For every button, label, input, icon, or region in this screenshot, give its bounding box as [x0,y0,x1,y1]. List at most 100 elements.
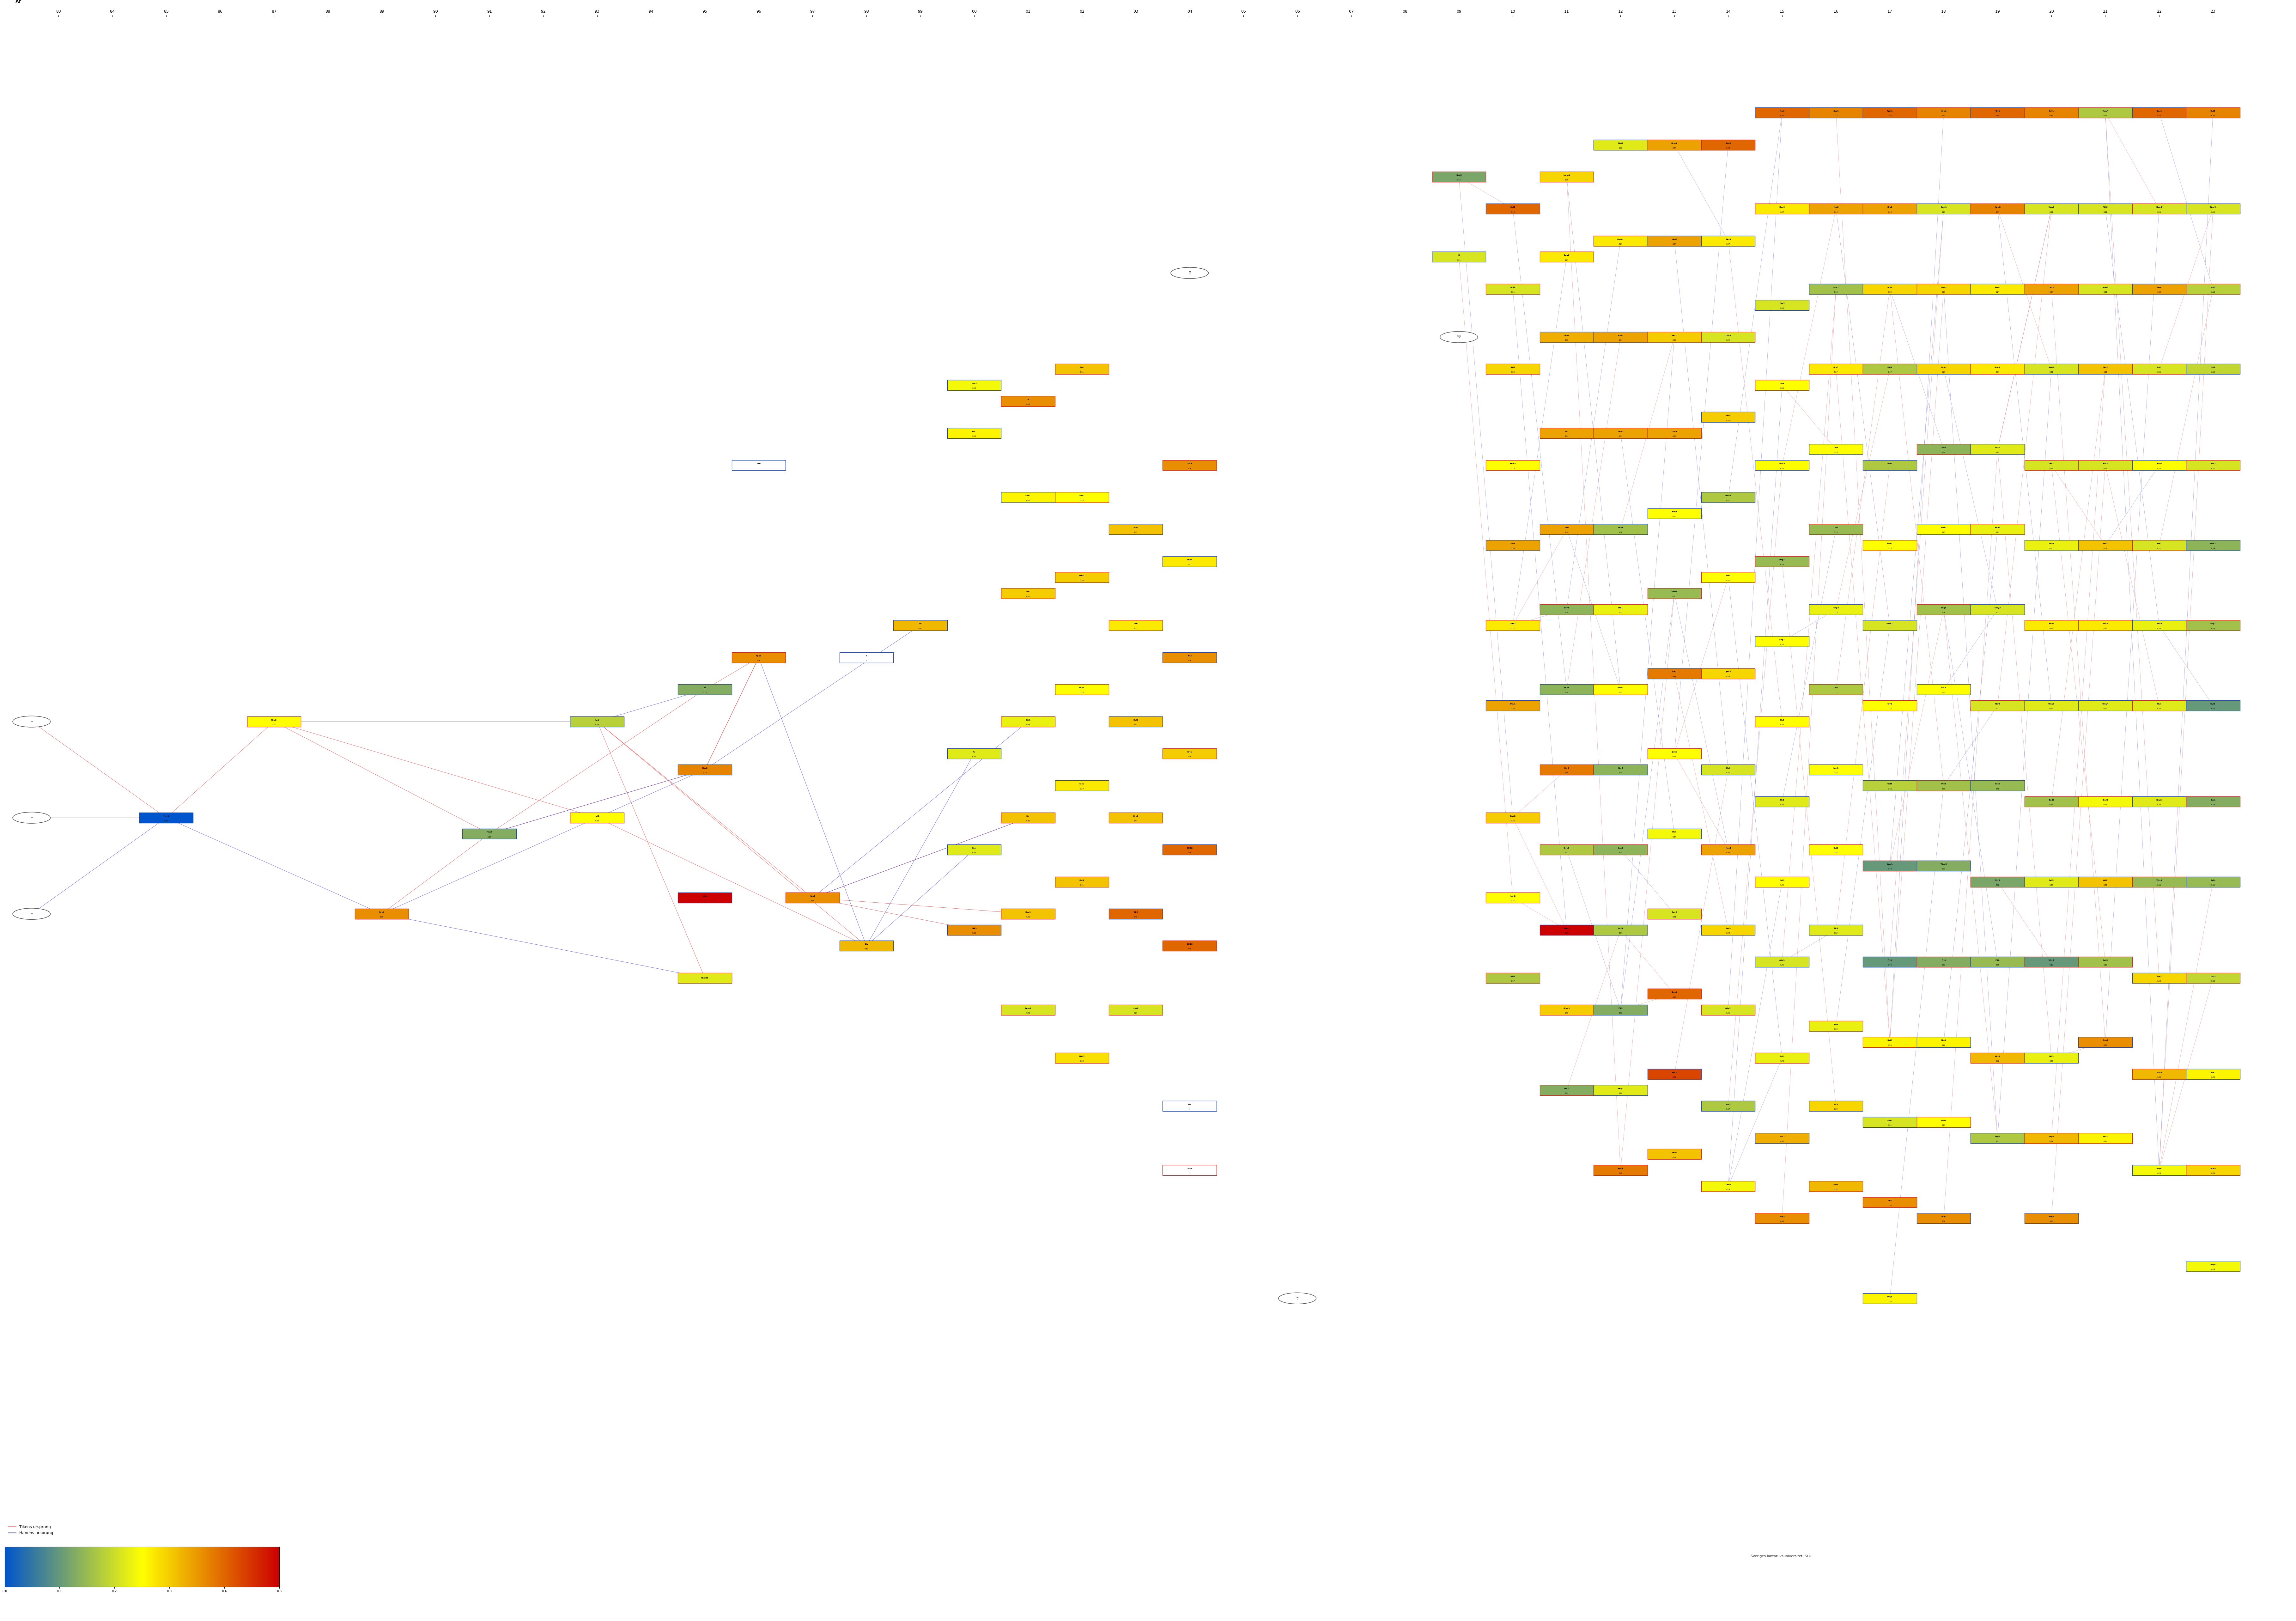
FancyBboxPatch shape [1541,924,1593,935]
FancyBboxPatch shape [1054,363,1109,374]
FancyBboxPatch shape [2186,284,2241,293]
FancyBboxPatch shape [1162,556,1217,567]
FancyBboxPatch shape [1809,684,1862,695]
FancyBboxPatch shape [1970,1133,2025,1143]
FancyBboxPatch shape [1862,1196,1917,1208]
FancyBboxPatch shape [1754,300,1809,310]
FancyBboxPatch shape [2078,1133,2133,1143]
FancyBboxPatch shape [1541,172,1593,182]
FancyBboxPatch shape [2025,700,2078,710]
FancyBboxPatch shape [1754,877,1809,887]
FancyBboxPatch shape [2025,621,2078,631]
FancyBboxPatch shape [732,652,785,663]
FancyBboxPatch shape [1701,1005,1754,1015]
FancyBboxPatch shape [1486,621,1541,631]
FancyBboxPatch shape [1054,780,1109,791]
FancyBboxPatch shape [1649,909,1701,919]
FancyBboxPatch shape [1754,716,1809,726]
FancyBboxPatch shape [2078,796,2133,807]
FancyBboxPatch shape [1001,1005,1054,1015]
FancyBboxPatch shape [732,460,785,470]
FancyBboxPatch shape [1162,749,1217,759]
FancyBboxPatch shape [1593,1084,1649,1096]
FancyBboxPatch shape [1917,107,1970,118]
FancyBboxPatch shape [1862,1294,1917,1303]
FancyBboxPatch shape [1701,924,1754,935]
FancyBboxPatch shape [2186,204,2241,214]
FancyBboxPatch shape [1541,251,1593,263]
FancyBboxPatch shape [569,716,625,726]
FancyBboxPatch shape [1109,621,1162,631]
FancyBboxPatch shape [1649,989,1701,999]
FancyBboxPatch shape [2186,621,2241,631]
FancyBboxPatch shape [677,684,732,695]
FancyBboxPatch shape [1970,284,2025,293]
FancyBboxPatch shape [1809,1021,1862,1031]
FancyBboxPatch shape [1701,235,1754,246]
FancyBboxPatch shape [1593,235,1649,246]
FancyBboxPatch shape [1970,877,2025,887]
FancyBboxPatch shape [1001,716,1054,726]
FancyBboxPatch shape [2133,877,2186,887]
FancyBboxPatch shape [677,765,732,775]
FancyBboxPatch shape [2078,460,2133,470]
FancyBboxPatch shape [2133,973,2186,982]
FancyBboxPatch shape [1593,524,1649,535]
FancyBboxPatch shape [1701,1101,1754,1112]
FancyBboxPatch shape [1809,444,1862,454]
FancyBboxPatch shape [1001,909,1054,919]
FancyBboxPatch shape [1593,1165,1649,1175]
FancyBboxPatch shape [1541,1005,1593,1015]
FancyBboxPatch shape [1970,700,2025,710]
FancyBboxPatch shape [1486,460,1541,470]
FancyBboxPatch shape [1809,845,1862,854]
FancyBboxPatch shape [1486,540,1541,551]
FancyBboxPatch shape [1054,493,1109,503]
FancyBboxPatch shape [1862,1037,1917,1047]
Text: År: År [16,0,21,3]
FancyBboxPatch shape [1541,332,1593,342]
FancyBboxPatch shape [1486,700,1541,710]
FancyBboxPatch shape [2025,1213,2078,1224]
FancyBboxPatch shape [1593,605,1649,614]
FancyBboxPatch shape [948,379,1001,391]
FancyBboxPatch shape [1970,1052,2025,1063]
FancyBboxPatch shape [2133,621,2186,631]
FancyBboxPatch shape [2025,540,2078,551]
FancyBboxPatch shape [2186,973,2241,982]
FancyBboxPatch shape [1433,251,1486,263]
FancyBboxPatch shape [2078,204,2133,214]
FancyBboxPatch shape [1754,204,1809,214]
FancyBboxPatch shape [2078,284,2133,293]
FancyBboxPatch shape [1054,684,1109,695]
FancyBboxPatch shape [1541,845,1593,854]
FancyBboxPatch shape [1054,572,1109,582]
FancyBboxPatch shape [1162,652,1217,663]
FancyBboxPatch shape [1917,363,1970,374]
FancyBboxPatch shape [1054,1052,1109,1063]
FancyBboxPatch shape [1649,668,1701,679]
Circle shape [14,812,51,823]
FancyBboxPatch shape [1541,1084,1593,1096]
FancyBboxPatch shape [1541,684,1593,695]
FancyBboxPatch shape [1862,861,1917,870]
FancyBboxPatch shape [461,828,517,840]
FancyBboxPatch shape [1162,940,1217,952]
FancyBboxPatch shape [1649,139,1701,151]
FancyBboxPatch shape [1809,1182,1862,1191]
FancyBboxPatch shape [1593,1005,1649,1015]
FancyBboxPatch shape [2025,460,2078,470]
FancyBboxPatch shape [1862,363,1917,374]
FancyBboxPatch shape [948,428,1001,438]
FancyBboxPatch shape [2078,540,2133,551]
FancyBboxPatch shape [1649,749,1701,759]
FancyBboxPatch shape [2025,204,2078,214]
FancyBboxPatch shape [1593,332,1649,342]
FancyBboxPatch shape [1649,828,1701,840]
FancyBboxPatch shape [1109,812,1162,823]
FancyBboxPatch shape [1162,845,1217,854]
FancyBboxPatch shape [1754,637,1809,647]
FancyBboxPatch shape [2133,700,2186,710]
FancyBboxPatch shape [1162,1165,1217,1175]
FancyBboxPatch shape [1649,507,1701,519]
